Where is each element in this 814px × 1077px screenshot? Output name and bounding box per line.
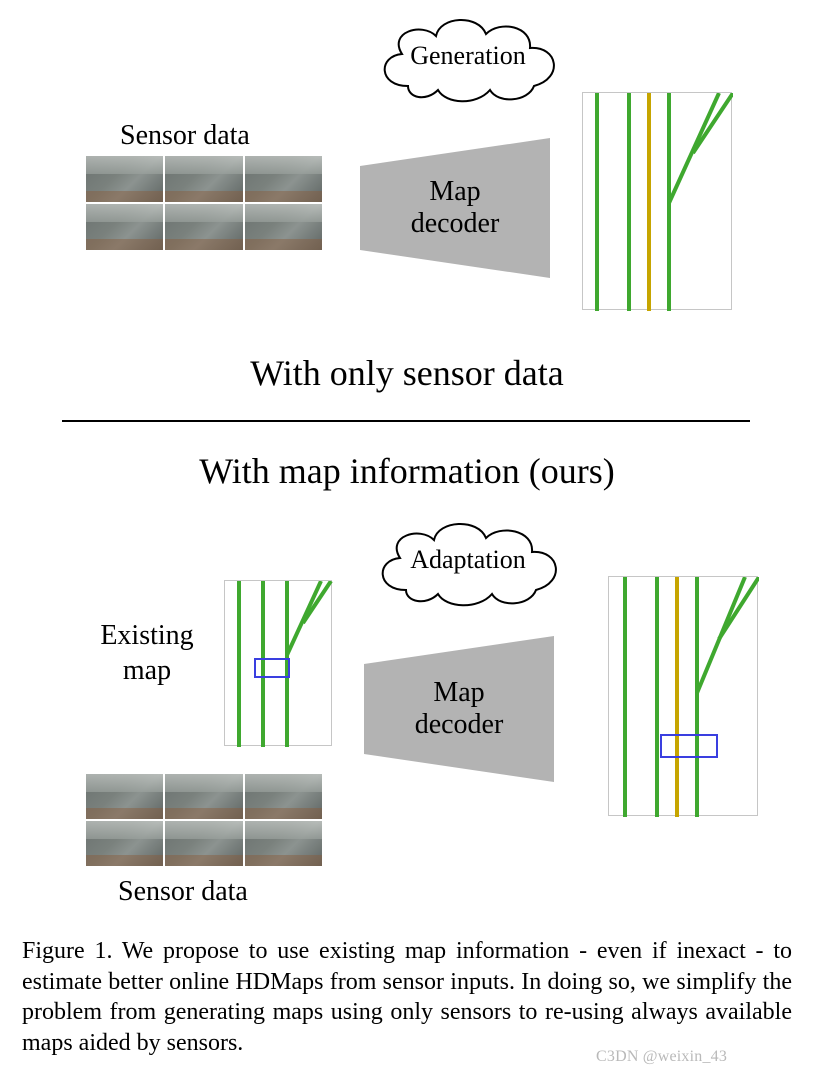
output-map-bottom bbox=[608, 576, 758, 816]
sensor-thumbnail bbox=[86, 204, 163, 250]
sensor-thumbnail bbox=[165, 774, 242, 819]
sensor-image-grid-bottom bbox=[86, 774, 322, 866]
sensor-thumbnail bbox=[245, 821, 322, 866]
existing-map-label: Existing map bbox=[82, 618, 212, 688]
top-heading: With only sensor data bbox=[0, 352, 814, 394]
existing-map-input bbox=[224, 580, 332, 746]
lane-map-icon bbox=[583, 93, 733, 311]
map-decoder-label: Map decoder bbox=[415, 677, 504, 741]
figure-area: Generation Sensor data Map decoder With … bbox=[0, 0, 814, 960]
watermark-text: C3DN @weixin_43 bbox=[596, 1048, 727, 1066]
sensor-thumbnail bbox=[245, 204, 322, 250]
divider-line bbox=[62, 420, 750, 422]
lane-map-icon bbox=[609, 577, 759, 817]
generation-cloud-label: Generation bbox=[410, 41, 526, 71]
sensor-thumbnail bbox=[165, 156, 242, 202]
sensor-image-grid-top bbox=[86, 156, 322, 250]
sensor-thumbnail bbox=[245, 156, 322, 202]
sensor-thumbnail bbox=[245, 774, 322, 819]
map-decoder-top: Map decoder bbox=[360, 138, 550, 278]
adaptation-cloud: Adaptation bbox=[366, 510, 570, 610]
figure-caption: Figure 1. We propose to use existing map… bbox=[22, 936, 792, 1059]
sensor-data-label-top: Sensor data bbox=[120, 120, 250, 152]
existing-map-label-line2: map bbox=[123, 655, 171, 686]
lane-map-icon bbox=[225, 581, 333, 747]
sensor-thumbnail bbox=[165, 204, 242, 250]
map-decoder-label: Map decoder bbox=[411, 176, 500, 240]
output-map-top bbox=[582, 92, 732, 310]
sensor-data-label-bottom: Sensor data bbox=[118, 876, 248, 908]
map-decoder-bottom: Map decoder bbox=[364, 636, 554, 782]
existing-map-label-line1: Existing bbox=[100, 620, 193, 651]
sensor-thumbnail bbox=[86, 156, 163, 202]
adaptation-cloud-label: Adaptation bbox=[410, 545, 526, 575]
generation-cloud: Generation bbox=[368, 6, 568, 106]
sensor-thumbnail bbox=[165, 821, 242, 866]
sensor-thumbnail bbox=[86, 821, 163, 866]
bottom-heading: With map information (ours) bbox=[0, 450, 814, 492]
sensor-thumbnail bbox=[86, 774, 163, 819]
